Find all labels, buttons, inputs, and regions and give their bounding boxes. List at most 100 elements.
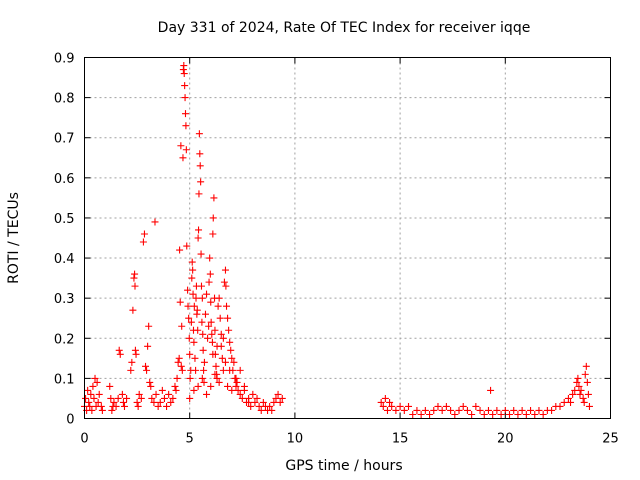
- data-point: [220, 278, 228, 286]
- data-point: [151, 218, 159, 226]
- y-tick-labels: 0 0.1 0.2 0.3 0.4 0.5 0.6 0.7 0.8 0.9: [54, 52, 75, 428]
- data-point: [200, 358, 208, 366]
- data-point: [190, 338, 198, 346]
- data-point: [185, 314, 193, 322]
- data-point: [579, 394, 587, 402]
- y-tick-label: 0.1: [54, 372, 75, 387]
- data-point: [514, 410, 522, 418]
- data-point: [426, 410, 434, 418]
- data-point: [82, 394, 90, 402]
- data-point: [198, 294, 206, 302]
- data-point: [212, 362, 220, 370]
- data-point: [192, 366, 200, 374]
- data-point: [182, 146, 190, 154]
- data-point: [234, 386, 242, 394]
- data-point: [413, 406, 421, 414]
- data-point: [178, 366, 186, 374]
- data-point: [218, 354, 226, 362]
- data-point: [158, 386, 166, 394]
- data-point: [383, 406, 391, 414]
- data-point: [130, 274, 138, 282]
- data-point: [180, 62, 188, 70]
- data-point: [209, 214, 217, 222]
- data-point: [142, 362, 150, 370]
- x-tick-label: 25: [602, 432, 619, 447]
- data-point: [583, 378, 591, 386]
- data-point: [278, 394, 286, 402]
- data-point: [182, 122, 190, 130]
- data-point: [146, 378, 154, 386]
- data-point: [152, 390, 160, 398]
- data-point: [120, 402, 128, 410]
- data-point: [571, 386, 579, 394]
- data-point: [145, 322, 153, 330]
- data-point: [217, 330, 225, 338]
- data-point: [86, 402, 94, 410]
- data-point: [215, 294, 223, 302]
- grid: [84, 57, 611, 419]
- data-point: [191, 354, 199, 362]
- data-point: [97, 402, 105, 410]
- data-point: [128, 358, 136, 366]
- data-point: [569, 390, 577, 398]
- data-point: [181, 82, 189, 90]
- data-point: [245, 398, 253, 406]
- data-point: [392, 406, 400, 414]
- data-point: [95, 390, 103, 398]
- data-point: [190, 386, 198, 394]
- data-point: [171, 382, 179, 390]
- data-point: [430, 406, 438, 414]
- data-point: [180, 70, 188, 78]
- data-point: [409, 410, 417, 418]
- data-point: [489, 410, 497, 418]
- data-point: [188, 258, 196, 266]
- data-point: [137, 394, 145, 402]
- data-point: [584, 390, 592, 398]
- data-point: [195, 130, 203, 138]
- data-point: [185, 334, 193, 342]
- data-point: [134, 402, 142, 410]
- data-point: [434, 402, 442, 410]
- data-point: [188, 274, 196, 282]
- data-point: [224, 382, 232, 390]
- data-point: [127, 366, 135, 374]
- data-point: [98, 406, 106, 414]
- data-point: [214, 302, 222, 310]
- data-point: [106, 382, 114, 390]
- data-point: [132, 350, 140, 358]
- data-point: [118, 390, 126, 398]
- data-point: [276, 398, 284, 406]
- data-point: [187, 318, 195, 326]
- data-point: [85, 398, 93, 406]
- data-point: [123, 394, 131, 402]
- data-point: [129, 306, 137, 314]
- data-point: [174, 358, 182, 366]
- data-point: [577, 386, 585, 394]
- data-point: [190, 302, 198, 310]
- x-tick-label: 5: [186, 432, 194, 447]
- data-point: [556, 402, 564, 410]
- data-point: [396, 402, 404, 410]
- x-tick-label: 0: [80, 432, 88, 447]
- data-point: [179, 154, 187, 162]
- data-point: [226, 366, 234, 374]
- data-point: [535, 406, 543, 414]
- data-point: [575, 382, 583, 390]
- data-point: [131, 282, 139, 290]
- y-axis-title: ROTI / TECUs: [6, 192, 22, 284]
- data-point: [222, 282, 230, 290]
- data-point: [181, 110, 189, 118]
- data-point: [140, 230, 148, 238]
- data-point: [581, 370, 589, 378]
- data-point: [400, 406, 408, 414]
- data-point: [548, 406, 556, 414]
- data-point: [87, 390, 95, 398]
- data-point: [114, 394, 122, 402]
- y-tick-label: 0.8: [54, 92, 75, 107]
- data-point: [175, 354, 183, 362]
- data-point: [167, 398, 175, 406]
- data-point: [216, 314, 224, 322]
- data-point: [189, 266, 197, 274]
- data-point: [89, 382, 97, 390]
